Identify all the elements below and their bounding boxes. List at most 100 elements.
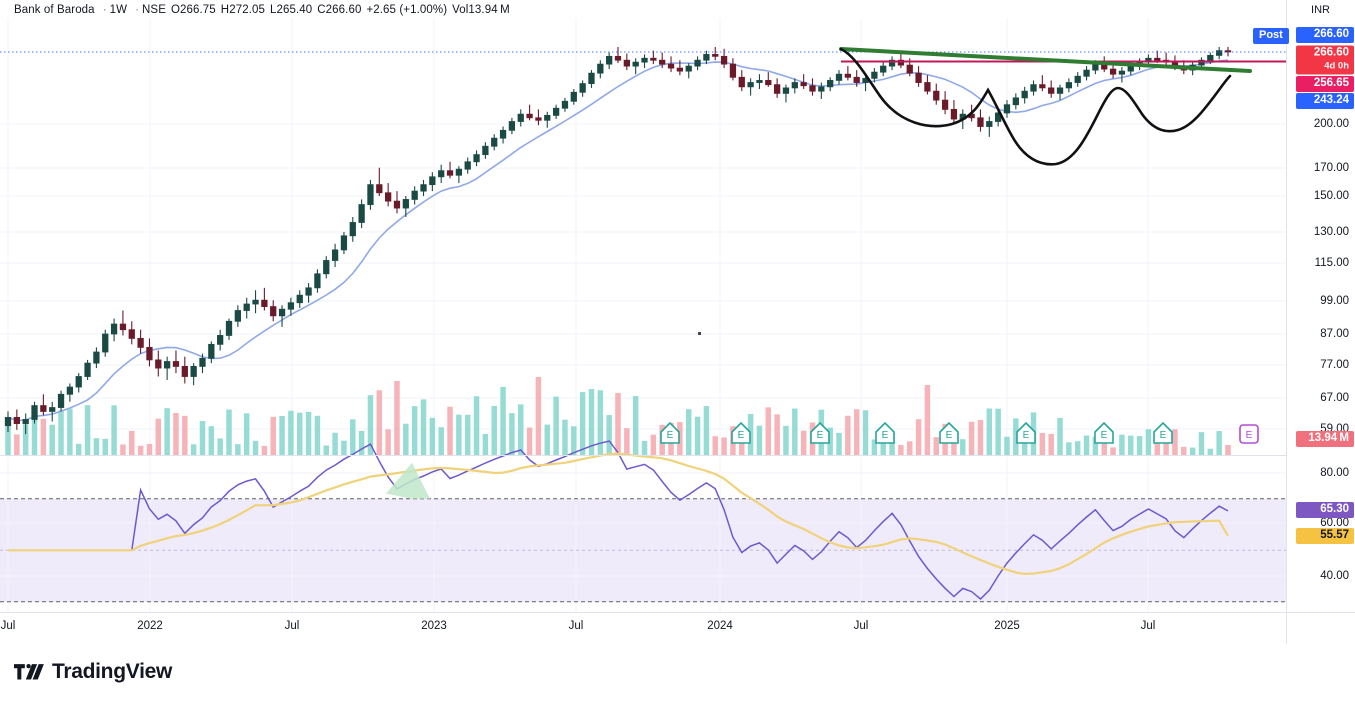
candle-body bbox=[482, 145, 489, 156]
volume-bar bbox=[650, 434, 657, 455]
countdown-badge[interactable]: 266.60 4d 0h bbox=[1296, 45, 1354, 75]
candle-body bbox=[1083, 69, 1090, 77]
volume-badge[interactable]: 13.94 M bbox=[1296, 431, 1354, 447]
earnings-pentagon bbox=[1094, 421, 1114, 444]
candle-body bbox=[376, 184, 383, 194]
candle-body bbox=[588, 72, 595, 84]
symbol-name[interactable]: Bank of Baroda bbox=[14, 4, 95, 16]
earnings-pentagon bbox=[660, 421, 680, 444]
volume-bar bbox=[208, 426, 215, 455]
candle-body bbox=[31, 405, 38, 420]
candle-body bbox=[950, 109, 958, 120]
candle-body bbox=[1012, 97, 1019, 106]
candle-body bbox=[261, 299, 268, 307]
earnings-marker[interactable]: E bbox=[875, 421, 895, 444]
candle-body bbox=[561, 100, 569, 109]
candle-body bbox=[429, 176, 436, 186]
time-axis[interactable]: Jul 2022 Jul 2023 Jul 2024 Jul 2025 Jul bbox=[0, 612, 1286, 644]
price-axis-tick: 77.00 bbox=[1320, 359, 1349, 371]
volume-bar bbox=[1048, 433, 1054, 455]
volume-bar bbox=[827, 427, 833, 455]
candle-body bbox=[296, 294, 303, 304]
volume-bar bbox=[1136, 436, 1143, 455]
candle-body bbox=[491, 137, 498, 147]
earnings-marker[interactable]: E bbox=[660, 421, 680, 444]
volume-bar bbox=[1021, 442, 1028, 455]
candle-body bbox=[1048, 87, 1055, 94]
pane-separator[interactable] bbox=[0, 455, 1286, 456]
volume-bar bbox=[800, 430, 807, 455]
volume-bar bbox=[1216, 431, 1222, 455]
earnings-label: E bbox=[667, 430, 674, 441]
time-axis-tick: 2024 bbox=[707, 620, 733, 632]
volume-bar bbox=[367, 395, 374, 455]
volume-bar bbox=[438, 427, 444, 455]
time-axis-tick: Jul bbox=[568, 620, 584, 632]
volume-bar bbox=[792, 408, 798, 455]
price-axis-tick: 150.00 bbox=[1313, 190, 1349, 202]
candle-body bbox=[49, 407, 56, 412]
candle-body bbox=[314, 273, 321, 289]
candle-body bbox=[526, 113, 533, 119]
interval-label[interactable]: 1W bbox=[109, 4, 128, 16]
volume-bar bbox=[880, 436, 886, 455]
candle-body bbox=[455, 168, 463, 176]
tradingview-logo: TradingView bbox=[14, 660, 172, 684]
earnings-label: E bbox=[738, 430, 745, 441]
rsi-pane[interactable] bbox=[0, 440, 1286, 612]
candle-body bbox=[623, 59, 630, 67]
volume-bar bbox=[190, 444, 197, 455]
volume-bar bbox=[968, 421, 975, 455]
time-axis-tick: 2025 bbox=[994, 620, 1020, 632]
price-axis[interactable]: INR 200.00 170.00 150.00 130.00 115.00 99.00 8… bbox=[1286, 0, 1355, 612]
volume-bar bbox=[783, 425, 789, 455]
earnings-marker[interactable]: E bbox=[1153, 421, 1173, 444]
earnings-marker[interactable]: E bbox=[1239, 424, 1259, 444]
candle-body bbox=[729, 63, 737, 78]
earnings-marker[interactable]: E bbox=[1094, 421, 1114, 444]
earnings-marker[interactable]: E bbox=[810, 421, 830, 444]
volume-bar bbox=[482, 434, 489, 455]
rsi-ma-badge[interactable]: 55.57 bbox=[1296, 528, 1354, 544]
candle-body bbox=[703, 54, 710, 61]
candle-body bbox=[694, 59, 701, 67]
volume-bar bbox=[5, 421, 11, 455]
candle-body bbox=[84, 362, 91, 377]
volume-bar bbox=[544, 424, 551, 455]
tradingview-mark-icon bbox=[14, 664, 44, 680]
resistance-line-badge[interactable]: 256.65 bbox=[1296, 76, 1354, 92]
volume-bar bbox=[624, 428, 630, 455]
candle-body bbox=[172, 361, 180, 367]
earnings-marker[interactable]: E bbox=[939, 421, 959, 444]
rsi-divergence-shade bbox=[386, 462, 430, 499]
descending-trendline[interactable] bbox=[839, 47, 1252, 73]
legend-separator-2: · bbox=[135, 4, 140, 16]
candle-body bbox=[287, 302, 295, 310]
earnings-pentagon bbox=[1153, 421, 1173, 444]
volume-bar bbox=[553, 396, 559, 455]
rsi-value-badge[interactable]: 65.30 bbox=[1296, 502, 1354, 518]
earnings-label: E bbox=[1101, 430, 1108, 441]
countdown-sub-label: 4d 0h bbox=[1324, 60, 1349, 72]
candle-body bbox=[880, 65, 887, 73]
earnings-marker[interactable]: E bbox=[1016, 421, 1036, 444]
volume-bar bbox=[75, 443, 82, 455]
volume-bar bbox=[951, 435, 957, 455]
candle-body bbox=[544, 114, 551, 121]
last-price-badge[interactable]: 266.60 bbox=[1296, 27, 1354, 43]
cursor-dot bbox=[698, 332, 701, 335]
candle-body bbox=[535, 117, 542, 121]
volume-bar bbox=[915, 419, 922, 455]
candle-body bbox=[163, 361, 171, 369]
volume-bar bbox=[526, 427, 533, 455]
volume-bar bbox=[1154, 439, 1161, 455]
earnings-marker[interactable]: E bbox=[731, 421, 751, 444]
rsi-axis-tick: 80.00 bbox=[1320, 467, 1349, 479]
volume-bar bbox=[252, 440, 259, 455]
chart-legend: Bank of Baroda · 1W · NSE O266.75 H272.0… bbox=[14, 2, 515, 18]
moving-average-badge[interactable]: 243.24 bbox=[1296, 93, 1354, 109]
double-bottom-pattern[interactable] bbox=[839, 47, 1232, 166]
